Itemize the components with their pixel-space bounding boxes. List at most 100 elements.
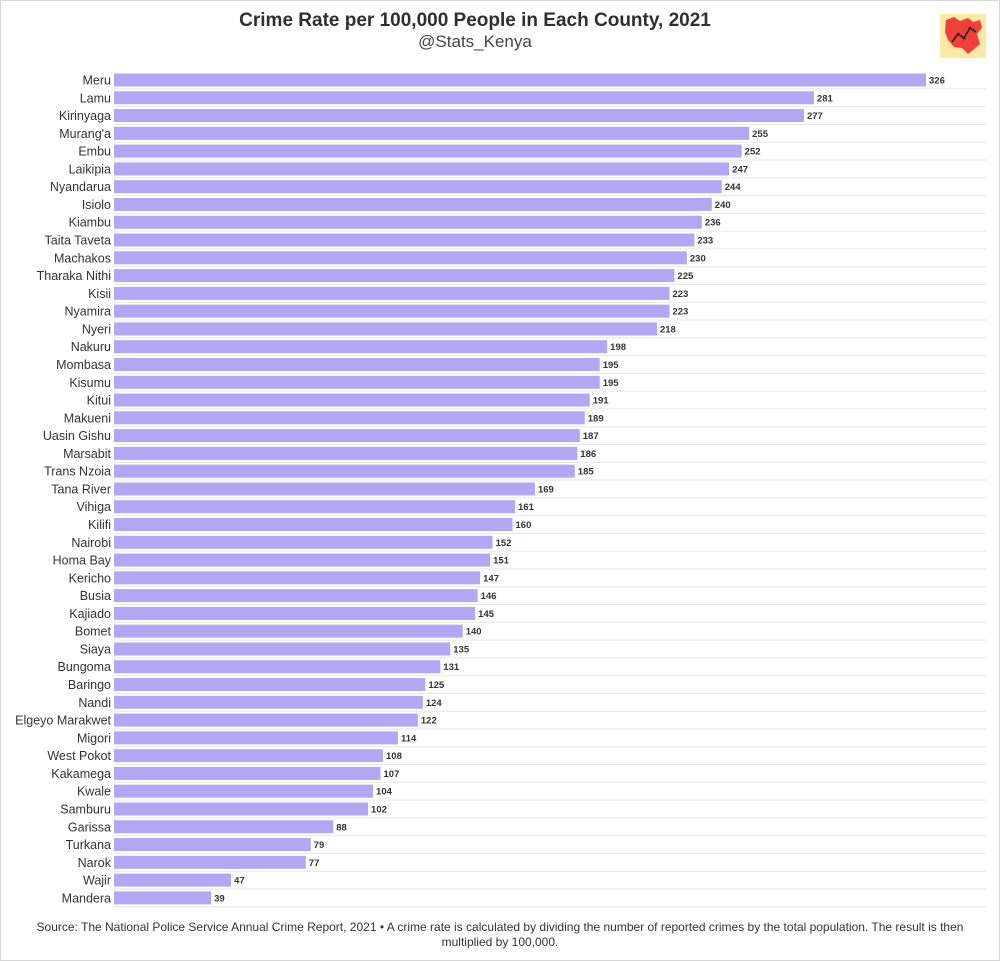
category-label: Elgeyo Marakwet [15,714,111,728]
category-label: Kakamega [51,767,111,781]
category-label: Taita Taveta [45,234,112,248]
value-label: 161 [518,502,535,513]
bar-kitui [114,393,590,407]
category-label: Narok [78,856,112,870]
bar-kiambu [114,215,702,229]
value-label: 146 [481,591,497,602]
category-label: Meru [83,74,112,88]
bar-busia [114,589,478,603]
category-label: Nandi [78,696,111,710]
bar-kilifi [114,518,513,531]
value-label: 124 [426,698,443,709]
value-label: 244 [725,182,742,193]
category-label: Lamu [80,91,111,105]
bar-elgeyo-marakwet [114,713,418,727]
category-label: Vihiga [76,500,111,514]
bar-narok [114,855,306,869]
category-label: Embu [78,145,111,159]
value-label: 125 [428,680,445,691]
value-label: 114 [401,733,417,744]
category-label: Tana River [51,482,111,496]
bar-makueni [114,411,585,425]
bar-mombasa [114,357,600,371]
value-label: 281 [817,93,834,104]
value-label: 140 [466,627,482,638]
value-label: 191 [593,396,610,407]
value-label: 189 [588,413,604,424]
value-label: 160 [516,520,532,531]
bar-tana-river [114,482,535,496]
value-label: 230 [690,253,706,264]
value-label: 195 [603,378,620,389]
value-label: 131 [443,662,460,673]
value-label: 252 [745,147,761,158]
value-label: 147 [483,573,499,584]
bar-meru [114,73,926,87]
bar-baringo [114,678,426,692]
value-label: 195 [603,360,620,371]
category-label: Marsabit [63,447,111,461]
bar-nyeri [114,322,657,336]
category-label: Siaya [80,642,111,656]
bar-embu [114,144,742,158]
bar-west-pokot [114,749,384,763]
value-label: 39 [214,893,225,904]
value-label: 236 [705,218,721,229]
bar-vihiga [114,500,516,514]
category-label: Baringo [68,678,111,692]
category-label: Kajiado [69,607,111,621]
value-label: 240 [715,200,731,211]
value-label: 145 [478,609,495,620]
category-label: Kirinyaga [59,109,111,123]
value-label: 277 [807,111,823,122]
bar-lamu [114,91,814,105]
category-label: Murang'a [59,127,111,141]
bar-kakamega [114,766,381,780]
value-label: 223 [672,307,688,318]
category-label: Nyandarua [50,180,111,194]
bar-bomet [114,624,463,638]
category-label: Kisumu [69,376,111,390]
category-label: Mombasa [56,358,111,372]
value-label: 135 [453,644,470,655]
bar-siaya [114,642,451,656]
category-label: Turkana [66,838,111,852]
value-label: 152 [496,538,512,549]
bar-trans-nzoia [114,464,575,478]
bar-nakuru [114,340,608,354]
value-label: 102 [371,804,387,815]
bar-migori [114,731,398,745]
category-label: Kericho [69,571,111,585]
bar-murang-a [114,126,750,140]
bar-nairobi [114,535,493,549]
category-label: Uasin Gishu [43,429,111,443]
value-label: 122 [421,716,437,727]
value-label: 198 [610,342,626,353]
category-label: Nyeri [82,322,111,336]
bar-taita-taveta [114,233,695,247]
bar-machakos [114,251,687,265]
category-label: Homa Bay [53,554,112,568]
value-label: 247 [732,164,748,175]
category-label: Laikipia [69,162,111,176]
category-label: Garissa [68,820,111,834]
bar-kisumu [114,375,600,389]
value-label: 223 [672,289,688,300]
value-label: 47 [234,876,245,887]
source-note: Source: The National Police Service Annu… [36,920,964,949]
category-label: Makueni [64,411,111,425]
category-label: Isiolo [82,198,111,212]
bar-kwale [114,784,374,798]
category-label: Bomet [75,625,112,639]
category-label: Bungoma [57,660,111,674]
value-label: 79 [314,840,325,851]
kenya-map-chart-icon [940,14,986,58]
value-label: 151 [493,556,510,567]
category-label: Kilifi [88,518,111,532]
bar-samburu [114,802,369,816]
bar-garissa [114,820,334,834]
chart-title: Crime Rate per 100,000 People in Each Co… [239,10,711,31]
category-label: Trans Nzoia [44,465,111,479]
category-label: Migori [77,731,111,745]
category-label: Nakuru [71,340,111,354]
